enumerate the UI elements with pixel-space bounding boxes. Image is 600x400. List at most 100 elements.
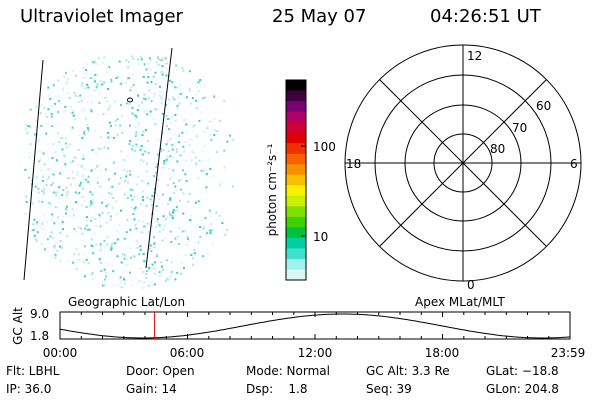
emission-pixel <box>135 227 138 230</box>
emission-pixel <box>72 114 75 117</box>
emission-pixel <box>85 69 88 71</box>
emission-pixel <box>126 102 128 105</box>
emission-pixel <box>69 182 72 185</box>
emission-pixel <box>169 137 172 140</box>
emission-pixel <box>167 184 170 187</box>
emission-pixel <box>178 141 180 144</box>
emission-pixel <box>213 117 216 120</box>
emission-pixel <box>198 159 201 162</box>
emission-pixel <box>182 145 185 148</box>
emission-pixel <box>134 125 137 128</box>
emission-pixel <box>181 230 184 233</box>
emission-pixel <box>164 279 167 282</box>
emission-pixel <box>47 86 50 89</box>
emission-pixel <box>140 153 143 156</box>
emission-pixel <box>54 253 57 256</box>
emission-pixel <box>73 228 76 231</box>
emission-pixel <box>160 96 163 99</box>
emission-pixel <box>49 235 52 238</box>
color-bar-cell <box>286 258 306 270</box>
emission-pixel <box>114 124 117 127</box>
emission-pixel <box>203 168 206 171</box>
emission-pixel <box>71 170 74 173</box>
color-bar-cell <box>286 269 306 281</box>
emission-pixel <box>188 70 191 73</box>
emission-pixel <box>65 212 67 215</box>
emission-pixel <box>153 175 156 177</box>
emission-pixel <box>156 218 159 220</box>
emission-pixel <box>51 213 54 216</box>
emission-pixel <box>199 111 202 114</box>
emission-pixel <box>88 228 91 231</box>
emission-pixel <box>132 213 135 216</box>
emission-pixel <box>48 202 51 205</box>
emission-pixel <box>106 100 109 103</box>
emission-pixel <box>126 155 129 158</box>
apex-caption: Apex MLat/MLT <box>415 295 505 309</box>
emission-pixel <box>110 136 113 139</box>
color-bar-cell <box>286 90 306 102</box>
geographic-boundary-line-right <box>145 47 173 269</box>
emission-pixel <box>152 236 155 239</box>
emission-pixel <box>35 175 38 178</box>
emission-pixel <box>207 158 210 161</box>
emission-pixel <box>131 73 134 76</box>
emission-pixel <box>130 86 133 89</box>
emission-pixel <box>153 246 156 248</box>
emission-pixel <box>204 217 207 220</box>
emission-pixel <box>156 139 159 142</box>
color-bar-cell <box>286 185 306 197</box>
emission-pixel <box>178 102 181 105</box>
emission-pixel <box>84 87 87 90</box>
emission-pixel <box>81 204 84 207</box>
emission-pixel <box>58 100 60 102</box>
gain-status: Gain: 14 <box>126 382 177 396</box>
emission-pixel <box>145 170 148 173</box>
emission-pixel <box>95 86 98 88</box>
emission-pixel <box>86 101 89 104</box>
emission-pixel <box>65 208 68 211</box>
emission-pixel <box>64 163 67 166</box>
emission-pixel <box>96 166 99 168</box>
emission-pixel <box>43 163 46 166</box>
emission-pixel <box>189 138 192 141</box>
emission-pixel <box>118 60 121 63</box>
mlat-label-80: 80 <box>490 142 505 156</box>
emission-pixel <box>103 56 106 59</box>
emission-pixel <box>176 104 179 107</box>
emission-pixel <box>191 149 194 152</box>
emission-pixel <box>110 192 113 195</box>
emission-pixel <box>175 68 178 71</box>
emission-pixel <box>131 284 134 286</box>
emission-pixel <box>54 206 57 209</box>
emission-pixel <box>83 130 86 132</box>
emission-pixel <box>174 278 177 281</box>
emission-pixel <box>196 224 199 227</box>
emission-pixel <box>213 94 216 97</box>
emission-pixel <box>153 272 156 275</box>
emission-pixel <box>151 195 154 197</box>
emission-pixel <box>83 76 86 79</box>
emission-pixel <box>53 247 56 250</box>
emission-pixel <box>94 73 97 76</box>
emission-pixel <box>146 270 148 273</box>
emission-pixel <box>175 64 178 67</box>
emission-pixel <box>226 228 229 231</box>
emission-pixel <box>170 241 173 244</box>
emission-pixel <box>148 89 151 92</box>
emission-pixel <box>110 78 113 81</box>
emission-pixel <box>98 216 101 219</box>
emission-pixel <box>76 95 79 98</box>
emission-pixel <box>181 261 184 264</box>
emission-pixel <box>48 93 51 96</box>
color-bar-cell <box>286 174 306 186</box>
emission-pixel <box>158 224 161 227</box>
emission-pixel <box>149 68 152 71</box>
instrument-title: Ultraviolet Imager <box>20 6 183 27</box>
emission-pixel <box>89 273 92 276</box>
emission-pixel <box>66 79 69 82</box>
emission-pixel <box>99 135 102 138</box>
emission-pixel <box>172 209 175 212</box>
emission-pixel <box>126 218 129 221</box>
